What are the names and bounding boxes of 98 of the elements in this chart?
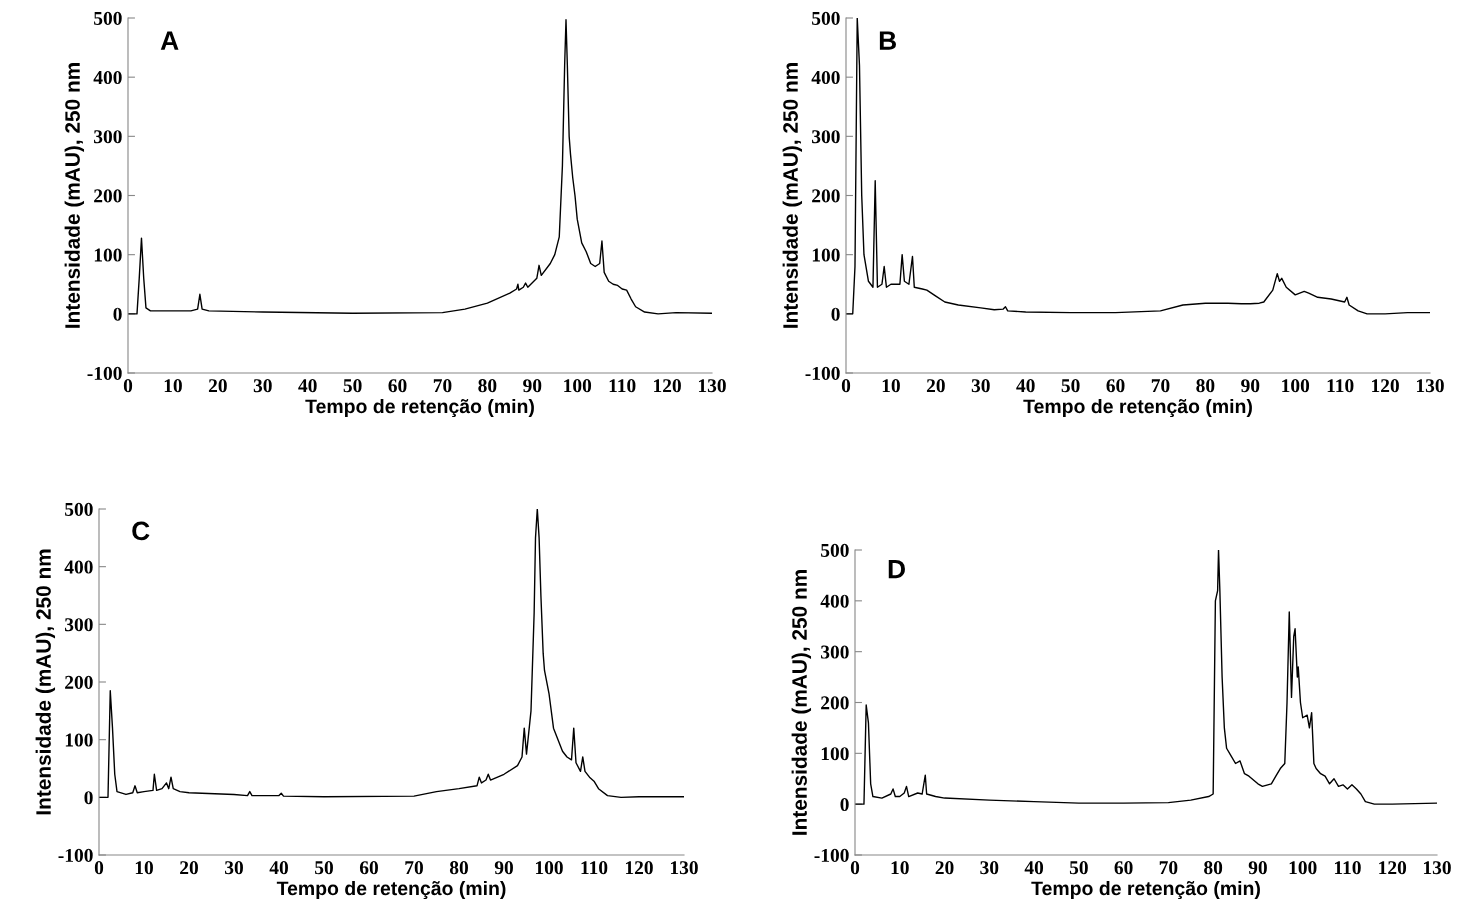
- y-tick-label: -100: [58, 848, 93, 862]
- annotation: A: [160, 31, 179, 50]
- y-tick-label: 100: [65, 733, 93, 747]
- y-tick-label: 400: [811, 70, 840, 85]
- x-axis-title: Tempo de retenção (min): [1031, 880, 1260, 900]
- y-tick-label: 0: [84, 791, 93, 805]
- x-tick-label: 80: [1196, 379, 1215, 393]
- x-axis-title: Tempo de retenção (min): [1023, 398, 1252, 418]
- y-tick-label: 200: [821, 696, 849, 710]
- x-tick-label: 70: [433, 379, 452, 393]
- line-series: [128, 19, 712, 315]
- x-tick-label: 100: [1289, 861, 1317, 875]
- x-axis-title: Tempo de retenção (min): [305, 398, 534, 418]
- x-tick-label: 50: [1069, 861, 1088, 875]
- x-tick-label: 60: [388, 379, 407, 393]
- y-tick-label: 300: [812, 130, 840, 144]
- x-tick-label: 40: [269, 861, 288, 875]
- x-tick-label: 100: [535, 861, 563, 875]
- y-axis-title: Intensidade (mAU), 250 nm: [64, 63, 85, 328]
- y-tick-label: 200: [812, 189, 840, 203]
- y-tick-label: -100: [805, 366, 840, 380]
- y-tick-label: 400: [93, 70, 122, 85]
- x-tick-label: 10: [891, 861, 909, 875]
- x-tick-label: 40: [298, 379, 317, 393]
- annotation: B: [879, 31, 896, 50]
- x-tick-label: 80: [1204, 861, 1223, 875]
- x-tick-label: 50: [1061, 379, 1080, 393]
- y-tick-label: 400: [820, 594, 849, 608]
- x-tick-label: 10: [135, 861, 153, 875]
- y-tick-label: 300: [65, 618, 93, 632]
- x-tick-label: 110: [1334, 861, 1361, 875]
- x-tick-label: 90: [494, 861, 513, 875]
- x-tick-label: 120: [1379, 861, 1407, 875]
- x-tick-label: 20: [926, 379, 945, 393]
- x-tick-label: 70: [1159, 861, 1178, 875]
- annotation: C: [132, 521, 150, 541]
- x-tick-label: 40: [1024, 861, 1044, 875]
- x-tick-label: 70: [1151, 379, 1170, 393]
- x-tick-label: 100: [1282, 379, 1310, 393]
- x-tick-label: 20: [208, 379, 227, 393]
- x-tick-label: 90: [1241, 379, 1260, 393]
- y-tick-label: 200: [65, 675, 93, 689]
- x-tick-label: 110: [1327, 379, 1354, 393]
- y-tick-label: 300: [821, 645, 849, 659]
- x-tick-label: 10: [882, 379, 900, 393]
- x-tick-label: 60: [1114, 861, 1133, 875]
- y-axis-title: Intensidade (mAU), 250 nm: [782, 63, 803, 328]
- y-tick-label: -100: [814, 848, 849, 862]
- x-tick-label: 130: [698, 379, 726, 393]
- y-tick-label: 200: [94, 189, 122, 203]
- line-series: [846, 18, 1430, 315]
- x-tick-label: 50: [315, 861, 333, 875]
- x-axis-title: Tempo de retenção (min): [276, 880, 506, 900]
- x-tick-label: 20: [935, 861, 954, 875]
- x-tick-label: 80: [449, 861, 468, 875]
- y-tick-label: 500: [812, 11, 840, 25]
- x-tick-label: 30: [253, 379, 272, 393]
- line-series: [99, 509, 684, 799]
- y-tick-label: 500: [94, 11, 122, 25]
- x-tick-label: 60: [359, 861, 378, 875]
- x-tick-label: 30: [971, 379, 990, 393]
- y-tick-label: 100: [821, 747, 849, 761]
- y-tick-label: 500: [65, 502, 93, 516]
- x-tick-label: 110: [581, 861, 608, 875]
- x-tick-label: 0: [850, 861, 860, 875]
- y-tick-label: 100: [812, 248, 840, 262]
- x-tick-label: 60: [1106, 379, 1125, 393]
- line-series: [855, 550, 1437, 805]
- y-tick-label: 0: [840, 797, 849, 812]
- x-tick-label: 70: [405, 861, 423, 875]
- x-tick-label: 0: [123, 379, 133, 393]
- x-tick-label: 110: [609, 379, 636, 393]
- x-tick-label: 90: [1248, 861, 1267, 875]
- x-tick-label: 130: [1416, 379, 1444, 393]
- x-tick-label: 30: [980, 861, 999, 875]
- x-tick-label: 10: [164, 379, 182, 393]
- y-tick-label: 500: [821, 543, 849, 557]
- y-axis-title: Intensidade (mAU), 250 nm: [35, 549, 56, 815]
- x-tick-label: 40: [1016, 379, 1035, 393]
- y-tick-label: 0: [831, 307, 840, 321]
- x-tick-label: 130: [1423, 861, 1451, 875]
- annotation: D: [888, 560, 905, 579]
- x-tick-label: 100: [564, 379, 592, 393]
- x-tick-label: 120: [1372, 379, 1399, 393]
- x-tick-label: 80: [478, 379, 497, 393]
- x-tick-label: 120: [625, 861, 653, 875]
- x-tick-label: 120: [654, 379, 681, 393]
- x-tick-label: 50: [343, 379, 362, 393]
- y-tick-label: 0: [113, 307, 122, 321]
- y-tick-label: 400: [64, 560, 93, 574]
- y-tick-label: -100: [87, 366, 122, 380]
- x-tick-label: 30: [225, 861, 243, 875]
- y-tick-label: 300: [94, 130, 122, 144]
- x-tick-label: 20: [180, 861, 198, 875]
- y-tick-label: 100: [94, 248, 122, 262]
- x-tick-label: 90: [523, 379, 542, 393]
- x-tick-label: 130: [670, 861, 698, 875]
- y-axis-title: Intensidade (mAU), 250 nm: [791, 570, 812, 835]
